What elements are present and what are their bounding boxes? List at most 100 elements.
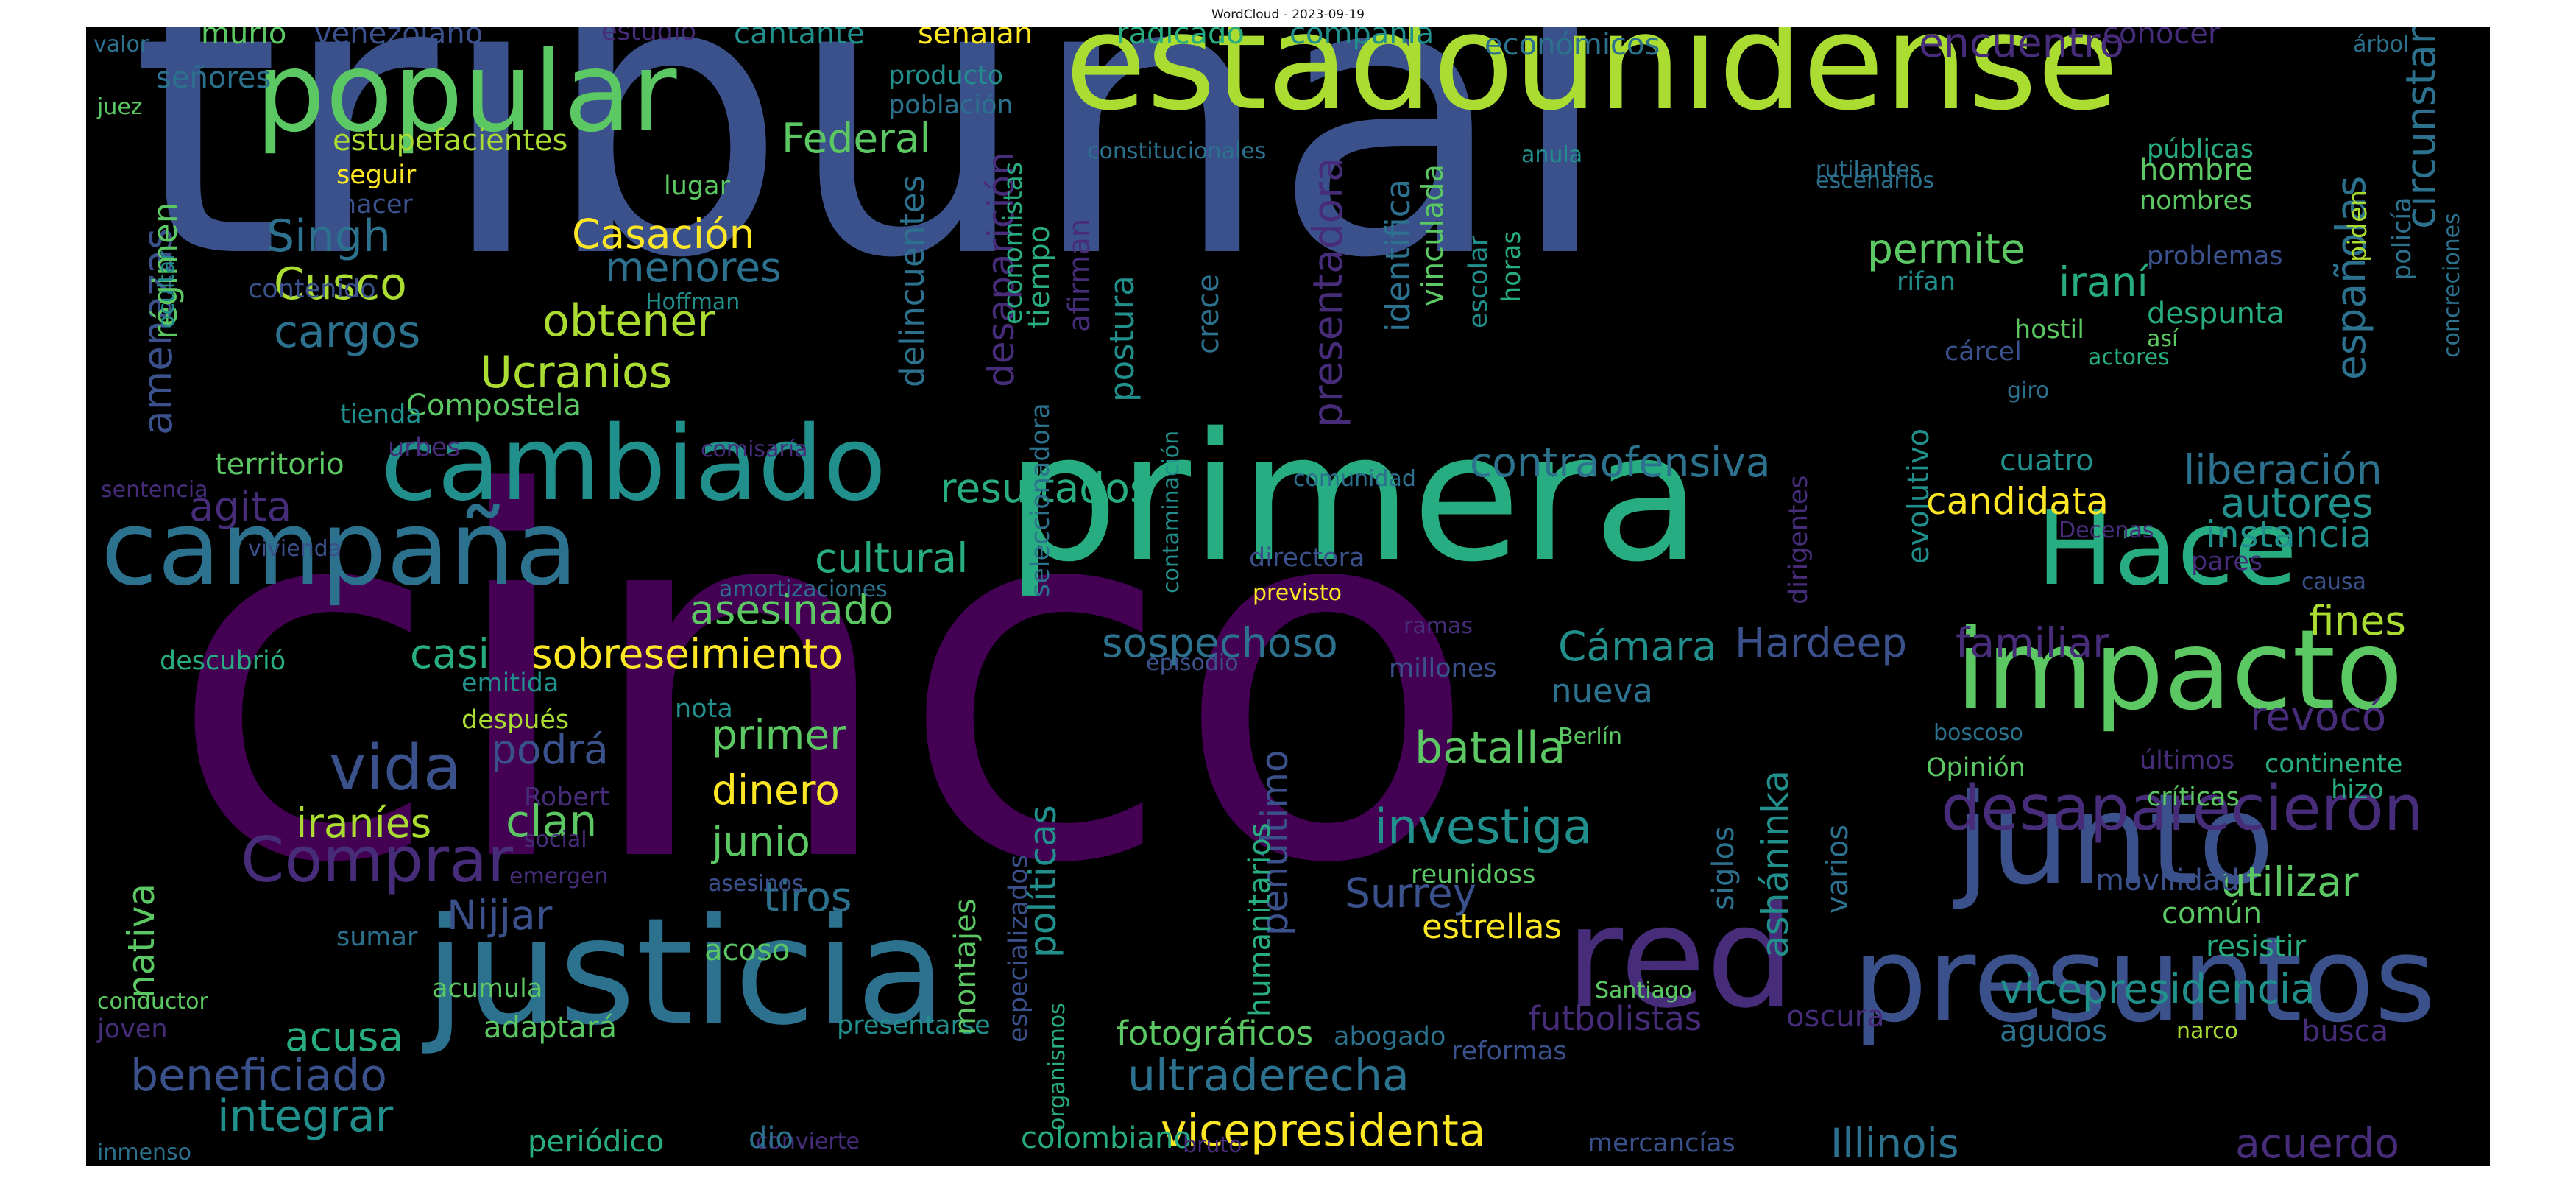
word-20: encuentro — [1919, 27, 2125, 66]
word-174: presentadora — [1304, 157, 1351, 428]
word-179: evolutivo — [1902, 428, 1936, 564]
word-136: nueva — [1551, 671, 1653, 710]
word-166: nativa — [120, 883, 163, 998]
word-26: contraofensiva — [1470, 439, 1771, 486]
word-79: árbol — [2353, 32, 2410, 57]
word-47: iraníes — [296, 800, 432, 847]
word-94: descubrió — [160, 646, 286, 676]
word-112: dio — [749, 1121, 793, 1155]
word-140: millones — [1389, 654, 1497, 683]
word-72: estudio — [601, 27, 697, 46]
word-62: iraní — [2059, 258, 2148, 306]
word-15: vida — [329, 732, 461, 805]
word-35: ultraderecha — [1128, 1050, 1409, 1101]
word-156: nombres — [2140, 186, 2253, 216]
word-86: contenido — [248, 275, 376, 304]
word-182: piden — [2343, 190, 2373, 262]
word-154: despunta — [2147, 297, 2285, 331]
word-63: Surrey — [1345, 870, 1477, 917]
word-11: impacto — [1956, 607, 2403, 735]
word-132: hizo — [2331, 775, 2384, 805]
word-95: emitida — [461, 669, 559, 698]
word-17: resultados — [940, 465, 1151, 512]
word-142: directora — [1249, 543, 1365, 573]
word-36: fotográficos — [1117, 1014, 1314, 1053]
word-165: ocultar — [154, 251, 180, 328]
word-147: cuatro — [2000, 444, 2094, 478]
word-172: crece — [1192, 274, 1225, 354]
word-7: campaña — [101, 489, 578, 609]
word-118: mercancías — [1588, 1129, 1735, 1158]
word-157: hombre — [2140, 153, 2254, 187]
word-120: Santiago — [1595, 978, 1693, 1004]
word-39: beneficiado — [130, 1050, 387, 1101]
word-134: boscoso — [1933, 720, 2023, 746]
word-4: justicia — [425, 886, 946, 1058]
word-16: vicepresidenta — [1161, 1105, 1486, 1157]
word-129: resistir — [2206, 930, 2307, 964]
word-34: Illinois — [1830, 1120, 1959, 1166]
word-107: joven — [97, 1015, 168, 1044]
word-153: así — [2147, 326, 2179, 352]
word-40: acusa — [285, 1013, 404, 1060]
word-184: concreciones — [2439, 213, 2465, 358]
word-152: hostil — [2014, 315, 2085, 345]
word-137: Berlín — [1558, 724, 1623, 750]
word-169: delincuentes — [893, 174, 932, 387]
word-160: rutilantes — [1816, 157, 1922, 183]
word-113: inmenso — [97, 1140, 192, 1165]
word-48: podrá — [491, 726, 609, 773]
word-88: tienda — [340, 400, 422, 429]
word-151: rifan — [1897, 267, 1956, 297]
word-84: lugar — [664, 172, 730, 201]
word-52: cultural — [815, 535, 969, 582]
word-96: nota — [675, 694, 733, 724]
word-12: Hace — [2037, 489, 2298, 609]
word-131: continente — [2265, 750, 2403, 779]
word-27: candidata — [1926, 480, 2109, 523]
word-64: Federal — [782, 115, 931, 162]
word-0: tribunal — [130, 27, 1613, 342]
word-124: busca — [2301, 1015, 2389, 1048]
word-111: convierte — [756, 1129, 860, 1154]
word-83: seguir — [336, 161, 417, 190]
word-13: desaparecieron — [1941, 772, 2424, 845]
word-109: presentarse — [837, 1011, 991, 1040]
word-58: fines — [2309, 597, 2406, 644]
word-46: clan — [506, 796, 598, 847]
word-106: acumula — [432, 974, 543, 1004]
word-38: integrar — [217, 1090, 394, 1142]
word-31: investiga — [1374, 800, 1593, 855]
word-123: narco — [2176, 1018, 2238, 1044]
word-19: Cusco — [274, 258, 407, 310]
word-23: menores — [605, 244, 782, 291]
word-128: común — [2162, 897, 2262, 931]
word-105: conductor — [97, 989, 208, 1015]
word-25: Singh — [266, 211, 391, 262]
word-57: familiar — [1956, 619, 2109, 666]
word-8: red — [1565, 876, 1795, 1039]
word-24: cargos — [274, 306, 421, 358]
word-121: oscura — [1786, 1000, 1885, 1034]
word-70: venezolano — [314, 27, 484, 51]
word-116: reformas — [1451, 1037, 1567, 1066]
word-173: postura — [1103, 275, 1142, 402]
word-159: escenarios — [1816, 168, 1935, 194]
word-126: reunidoss — [1411, 860, 1536, 889]
word-30: instancia — [2206, 513, 2372, 556]
word-162: constitucionales — [1087, 138, 1267, 164]
word-103: sumar — [336, 923, 418, 952]
word-28: liberación — [2184, 446, 2382, 493]
word-101: emergen — [509, 864, 609, 889]
word-29: autores — [2221, 479, 2374, 526]
word-190: organismos — [1044, 1003, 1070, 1131]
word-175: identifica — [1379, 178, 1418, 332]
word-99: Robert — [524, 783, 610, 812]
word-33: vicepresidencia — [2000, 965, 2315, 1012]
word-9: presuntos — [1853, 911, 2436, 1048]
word-110: periódico — [528, 1125, 664, 1159]
word-102: asesinos — [708, 871, 804, 897]
word-41: Nijjar — [447, 892, 553, 939]
word-92: vivienda — [248, 536, 342, 562]
word-177: escolar — [1464, 236, 1493, 328]
